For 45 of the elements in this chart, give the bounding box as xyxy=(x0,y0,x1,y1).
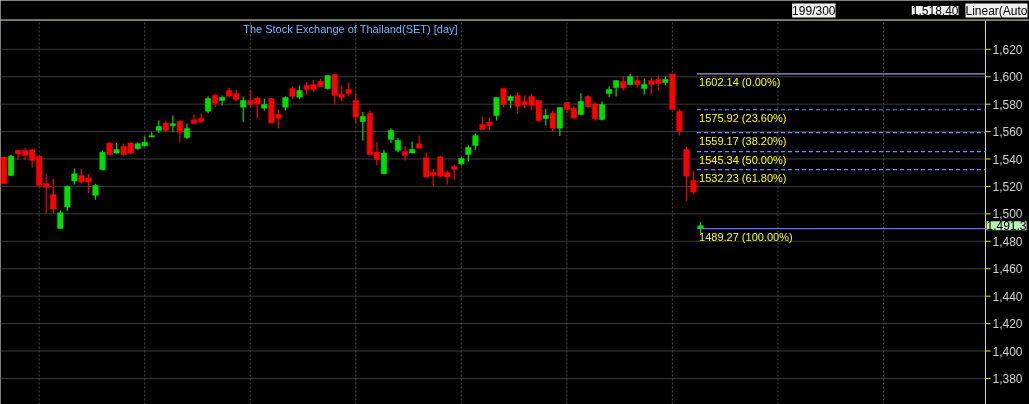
text: 1,518.40 xyxy=(911,4,959,18)
y-tick-label: 1,520 xyxy=(992,179,1023,194)
ref-line-label: 1489.27 (100.00%) xyxy=(699,230,793,243)
candlestick xyxy=(359,111,366,142)
ref-line-label: 1545.34 (50.00%) xyxy=(699,153,787,166)
candlestick xyxy=(176,119,183,143)
candlestick xyxy=(606,85,613,98)
y-tick-label: 1,380 xyxy=(992,371,1023,386)
y-tick-label: 1,500 xyxy=(992,207,1023,222)
candlestick xyxy=(57,209,64,230)
candlestick xyxy=(50,178,57,214)
ref-line-label: 1575.92 (23.60%) xyxy=(699,111,787,124)
candlestick xyxy=(64,184,71,212)
ref-line-label: 1532.23 (61.80%) xyxy=(699,171,787,184)
candlestick xyxy=(416,134,423,149)
y-tick-label: 1,560 xyxy=(992,125,1023,140)
text: Linear(Auto xyxy=(965,3,1028,18)
y-tick-label: 1,480 xyxy=(992,234,1023,249)
y-tick-label: 1,460 xyxy=(992,262,1023,277)
candlestick xyxy=(676,108,683,137)
y-tick-label: 1,600 xyxy=(992,70,1023,85)
candlestick xyxy=(556,106,563,137)
chart-title: The Stock Exchange of Thailand(SET) [day] xyxy=(243,22,458,35)
candlestick xyxy=(500,87,507,108)
y-tick-label: 1,400 xyxy=(992,344,1023,359)
y-tick-label: 1,440 xyxy=(992,289,1023,304)
candlestick xyxy=(577,92,584,117)
candlestick xyxy=(690,170,697,195)
candlestick xyxy=(402,145,409,161)
y-tick-label: 1,420 xyxy=(992,317,1023,332)
y-tick-label: 1,580 xyxy=(992,97,1023,112)
candlestick xyxy=(219,94,226,107)
candlestick xyxy=(240,95,247,123)
y-tick-label: 1,620 xyxy=(992,42,1023,57)
candlestick xyxy=(493,96,500,122)
ref-line-label: 1559.17 (38.20%) xyxy=(699,134,787,147)
text: 1,491.3 xyxy=(986,219,1027,234)
candlestick xyxy=(380,149,387,175)
candlestick xyxy=(169,114,176,133)
ref-line-label: 1602.14 (0.00%) xyxy=(699,75,781,88)
candlestick xyxy=(409,140,416,154)
candlestick xyxy=(549,109,556,133)
text: 199/300 xyxy=(792,3,836,18)
y-tick-label: 1,540 xyxy=(992,152,1023,167)
candlestick xyxy=(352,92,359,125)
